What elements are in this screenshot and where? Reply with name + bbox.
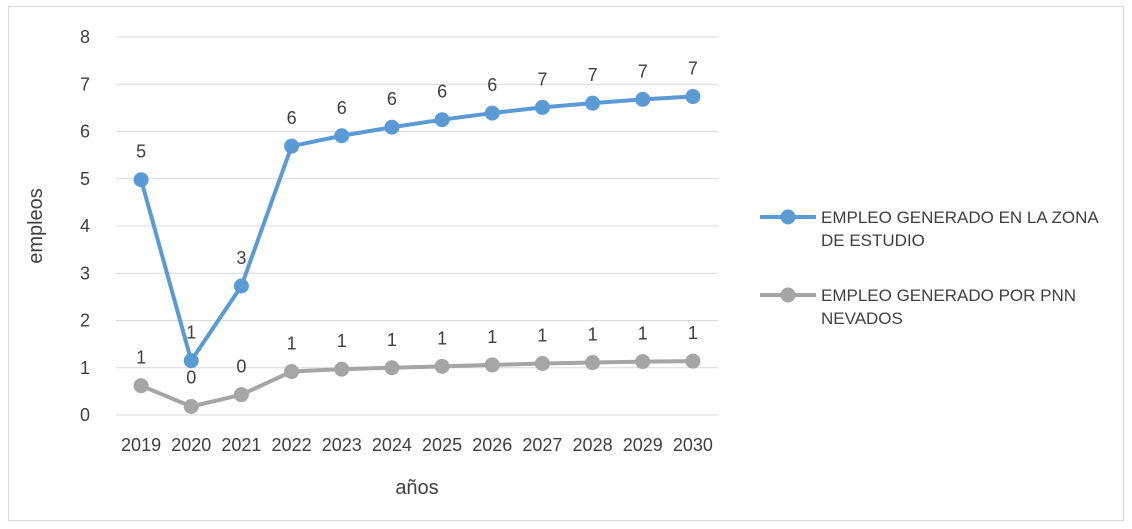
data-label: 1 (688, 323, 698, 343)
data-label: 7 (537, 69, 547, 89)
data-point (635, 91, 651, 107)
data-label: 1 (487, 327, 497, 347)
x-tick-label: 2020 (171, 435, 211, 455)
data-point (183, 398, 199, 414)
data-point (233, 278, 249, 294)
data-point (585, 95, 601, 111)
data-label: 6 (337, 98, 347, 118)
data-label: 7 (588, 65, 598, 85)
data-label: 7 (638, 61, 648, 81)
data-point (384, 360, 400, 376)
x-tick-label: 2028 (573, 435, 613, 455)
legend-marker (780, 209, 796, 225)
data-label: 6 (387, 89, 397, 109)
y-tick-label: 7 (80, 74, 90, 94)
data-point (534, 99, 550, 115)
data-point (484, 357, 500, 373)
gridlines (116, 36, 718, 416)
x-tick-label: 2022 (272, 435, 312, 455)
series-line (140, 359, 693, 409)
x-tick-label: 2026 (472, 435, 512, 455)
x-tick-label: 2029 (623, 435, 663, 455)
data-label: 6 (287, 108, 297, 128)
legend-item: EMPLEO GENERADO POR PNN NEVADOS (760, 286, 1076, 328)
legend: EMPLEO GENERADO EN LA ZONA DE ESTUDIO EMPL… (760, 208, 1099, 328)
legend-label: EMPLEO GENERADO POR PNN NEVADOS (821, 286, 1076, 328)
data-label: 6 (437, 82, 447, 102)
data-label: 0 (236, 357, 246, 377)
y-tick-label: 0 (80, 405, 90, 425)
data-point (183, 353, 199, 369)
x-tick-label: 2025 (422, 435, 462, 455)
y-axis-title: empleos (25, 188, 47, 264)
x-axis-title: años (395, 477, 438, 499)
y-tick-label: 8 (80, 27, 90, 47)
legend-item: EMPLEO GENERADO EN LA ZONA DE ESTUDIO (760, 208, 1099, 250)
data-label: 5 (136, 142, 146, 162)
data-point (635, 354, 651, 370)
data-point (685, 89, 701, 105)
data-point (284, 138, 300, 154)
y-tick-label: 1 (80, 358, 90, 378)
data-point (585, 355, 601, 371)
series-2: 1 0 0 1 1 1 1 1 1 1 1 1 (133, 323, 701, 414)
x-tick-label: 2030 (673, 435, 713, 455)
data-point (534, 355, 550, 371)
x-tick-label: 2024 (372, 435, 412, 455)
y-tick-label: 4 (80, 216, 90, 236)
data-point (484, 105, 500, 121)
data-label: 1 (186, 323, 196, 343)
data-point (334, 361, 350, 377)
data-label: 1 (287, 334, 297, 354)
data-label: 1 (337, 331, 347, 351)
axes: 0 1 2 3 4 5 6 7 8 2019 2020 2021 2022 2023 2024 2025 202… (80, 27, 713, 455)
chart-area (8, 6, 1124, 521)
series-line (139, 94, 694, 363)
legend-label: EMPLEO GENERADO EN LA ZONA DE ESTUDIO (821, 208, 1099, 250)
data-point (284, 364, 300, 380)
legend-marker (780, 287, 796, 303)
data-point (133, 172, 149, 188)
data-label: 1 (588, 325, 598, 345)
y-tick-label: 5 (80, 169, 90, 189)
data-label: 1 (638, 324, 648, 344)
series: 5 1 3 6 6 6 6 6 7 7 7 7 1 0 0 1 1 1 1 1 1 1 1 1 (133, 59, 701, 414)
data-label: 0 (186, 367, 196, 387)
data-point (384, 119, 400, 135)
data-point (685, 353, 701, 369)
y-tick-label: 6 (80, 122, 90, 142)
data-label: 1 (437, 328, 447, 348)
data-point (334, 128, 350, 144)
data-label: 1 (387, 330, 397, 350)
data-label: 3 (236, 248, 246, 268)
y-tick-label: 2 (80, 311, 90, 331)
data-label: 6 (487, 75, 497, 95)
data-point (434, 358, 450, 374)
y-tick-label: 3 (80, 263, 90, 283)
data-label: 7 (688, 59, 698, 79)
x-tick-label: 2027 (522, 435, 562, 455)
series-1: 5 1 3 6 6 6 6 6 7 7 7 7 (133, 59, 701, 369)
x-tick-label: 2023 (322, 435, 362, 455)
data-point (233, 387, 249, 403)
data-point (434, 112, 450, 128)
data-point (133, 378, 149, 394)
x-tick-label: 2021 (221, 435, 261, 455)
x-tick-label: 2019 (121, 435, 161, 455)
data-label: 1 (136, 348, 146, 368)
data-label: 1 (537, 325, 547, 345)
